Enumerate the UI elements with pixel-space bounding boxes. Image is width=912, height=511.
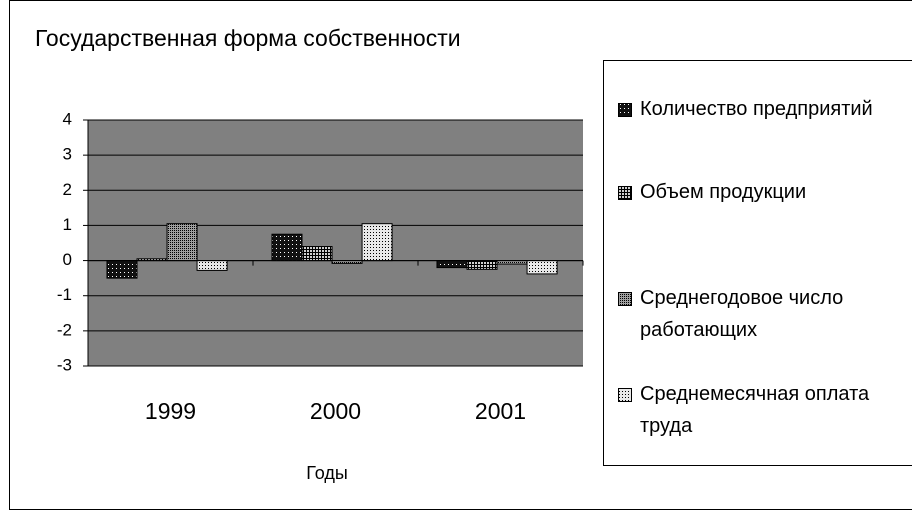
bar — [166, 223, 198, 262]
y-tick-label: -1 — [57, 285, 72, 304]
bar — [106, 260, 138, 279]
bar — [436, 260, 468, 269]
x-tick-label: 2001 — [475, 398, 526, 424]
legend-label: Среднемесячная оплата труда — [640, 383, 870, 437]
plot-area — [88, 120, 583, 366]
x-axis-label: Годы — [306, 463, 348, 483]
legend-swatch — [618, 103, 632, 117]
y-tick-label: 1 — [63, 215, 72, 234]
legend-swatch — [618, 388, 632, 402]
y-tick-label: -2 — [57, 320, 72, 339]
y-tick-label: 0 — [63, 250, 72, 269]
y-tick-label: 4 — [63, 109, 72, 128]
bar — [196, 260, 228, 271]
y-tick-label: 3 — [63, 145, 72, 164]
legend-swatch — [618, 186, 632, 200]
x-tick-label: 1999 — [145, 398, 196, 424]
x-tick-label: 2000 — [310, 398, 361, 424]
bar — [301, 246, 333, 262]
y-tick-label: -3 — [57, 355, 72, 374]
legend-label: Количество предприятий — [640, 98, 873, 120]
chart-title: Государственная форма собственности — [35, 25, 461, 51]
y-tick-label: 2 — [63, 180, 72, 199]
legend-label: Среднегодовое число работающих — [640, 287, 843, 341]
legend-swatch — [618, 292, 632, 306]
bar — [496, 260, 528, 265]
bar — [466, 260, 498, 270]
legend-label: Объем продукции — [640, 181, 806, 203]
legend-box — [603, 60, 912, 466]
bar — [361, 223, 393, 262]
bar — [271, 233, 303, 262]
bar — [526, 260, 558, 275]
